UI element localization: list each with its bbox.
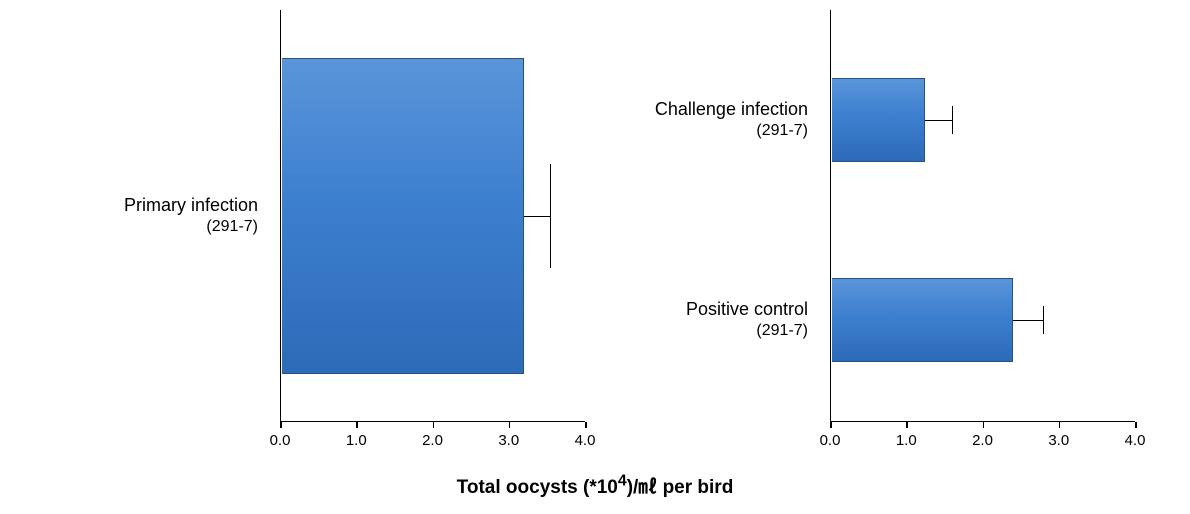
bar — [832, 78, 926, 162]
error-bar-line — [524, 216, 551, 217]
error-bar-line — [1013, 320, 1044, 321]
category-label: Primary infection(291-7) — [38, 194, 258, 237]
x-axis-label-suffix: )/㎖ per bird — [627, 477, 734, 498]
x-tick — [830, 422, 832, 428]
x-tick-label: 4.0 — [1125, 432, 1146, 449]
x-tick-label: 0.0 — [270, 432, 291, 449]
x-axis-label: Total oocysts (*104)/㎖ per bird — [0, 472, 1190, 499]
x-tick — [509, 422, 511, 428]
bar — [832, 278, 1014, 362]
x-tick-label: 4.0 — [575, 432, 596, 449]
error-bar-cap — [1043, 306, 1044, 334]
x-tick — [433, 422, 435, 428]
x-tick-label: 1.0 — [896, 432, 917, 449]
x-tick-label: 0.0 — [820, 432, 841, 449]
x-tick-label: 2.0 — [422, 432, 443, 449]
category-label: Challenge infection(291-7) — [588, 98, 808, 141]
error-bar-line — [925, 120, 952, 121]
x-tick — [1059, 422, 1061, 428]
x-tick-label: 3.0 — [498, 432, 519, 449]
category-label-line2: (291-7) — [588, 321, 808, 341]
x-tick-label: 2.0 — [972, 432, 993, 449]
x-tick-label: 1.0 — [346, 432, 367, 449]
error-bar-cap — [952, 106, 953, 134]
error-bar-cap — [550, 164, 551, 268]
x-axis-label-prefix: Total oocysts (*10 — [457, 477, 618, 498]
x-tick — [1135, 422, 1137, 428]
category-label-line1: Positive control — [588, 298, 808, 321]
x-tick — [906, 422, 908, 428]
category-label-line1: Challenge infection — [588, 98, 808, 121]
x-tick-label: 3.0 — [1048, 432, 1069, 449]
x-tick — [280, 422, 282, 428]
category-label-line2: (291-7) — [588, 121, 808, 141]
category-label: Positive control(291-7) — [588, 298, 808, 341]
x-tick — [983, 422, 985, 428]
x-axis-label-sup: 4 — [618, 473, 627, 490]
x-tick — [356, 422, 358, 428]
category-label-line2: (291-7) — [38, 217, 258, 237]
x-tick — [585, 422, 587, 428]
chart-canvas: Total oocysts (*104)/㎖ per bird 0.0 1.0 2.… — [0, 0, 1190, 514]
bar — [282, 58, 525, 374]
category-label-line1: Primary infection — [38, 194, 258, 217]
